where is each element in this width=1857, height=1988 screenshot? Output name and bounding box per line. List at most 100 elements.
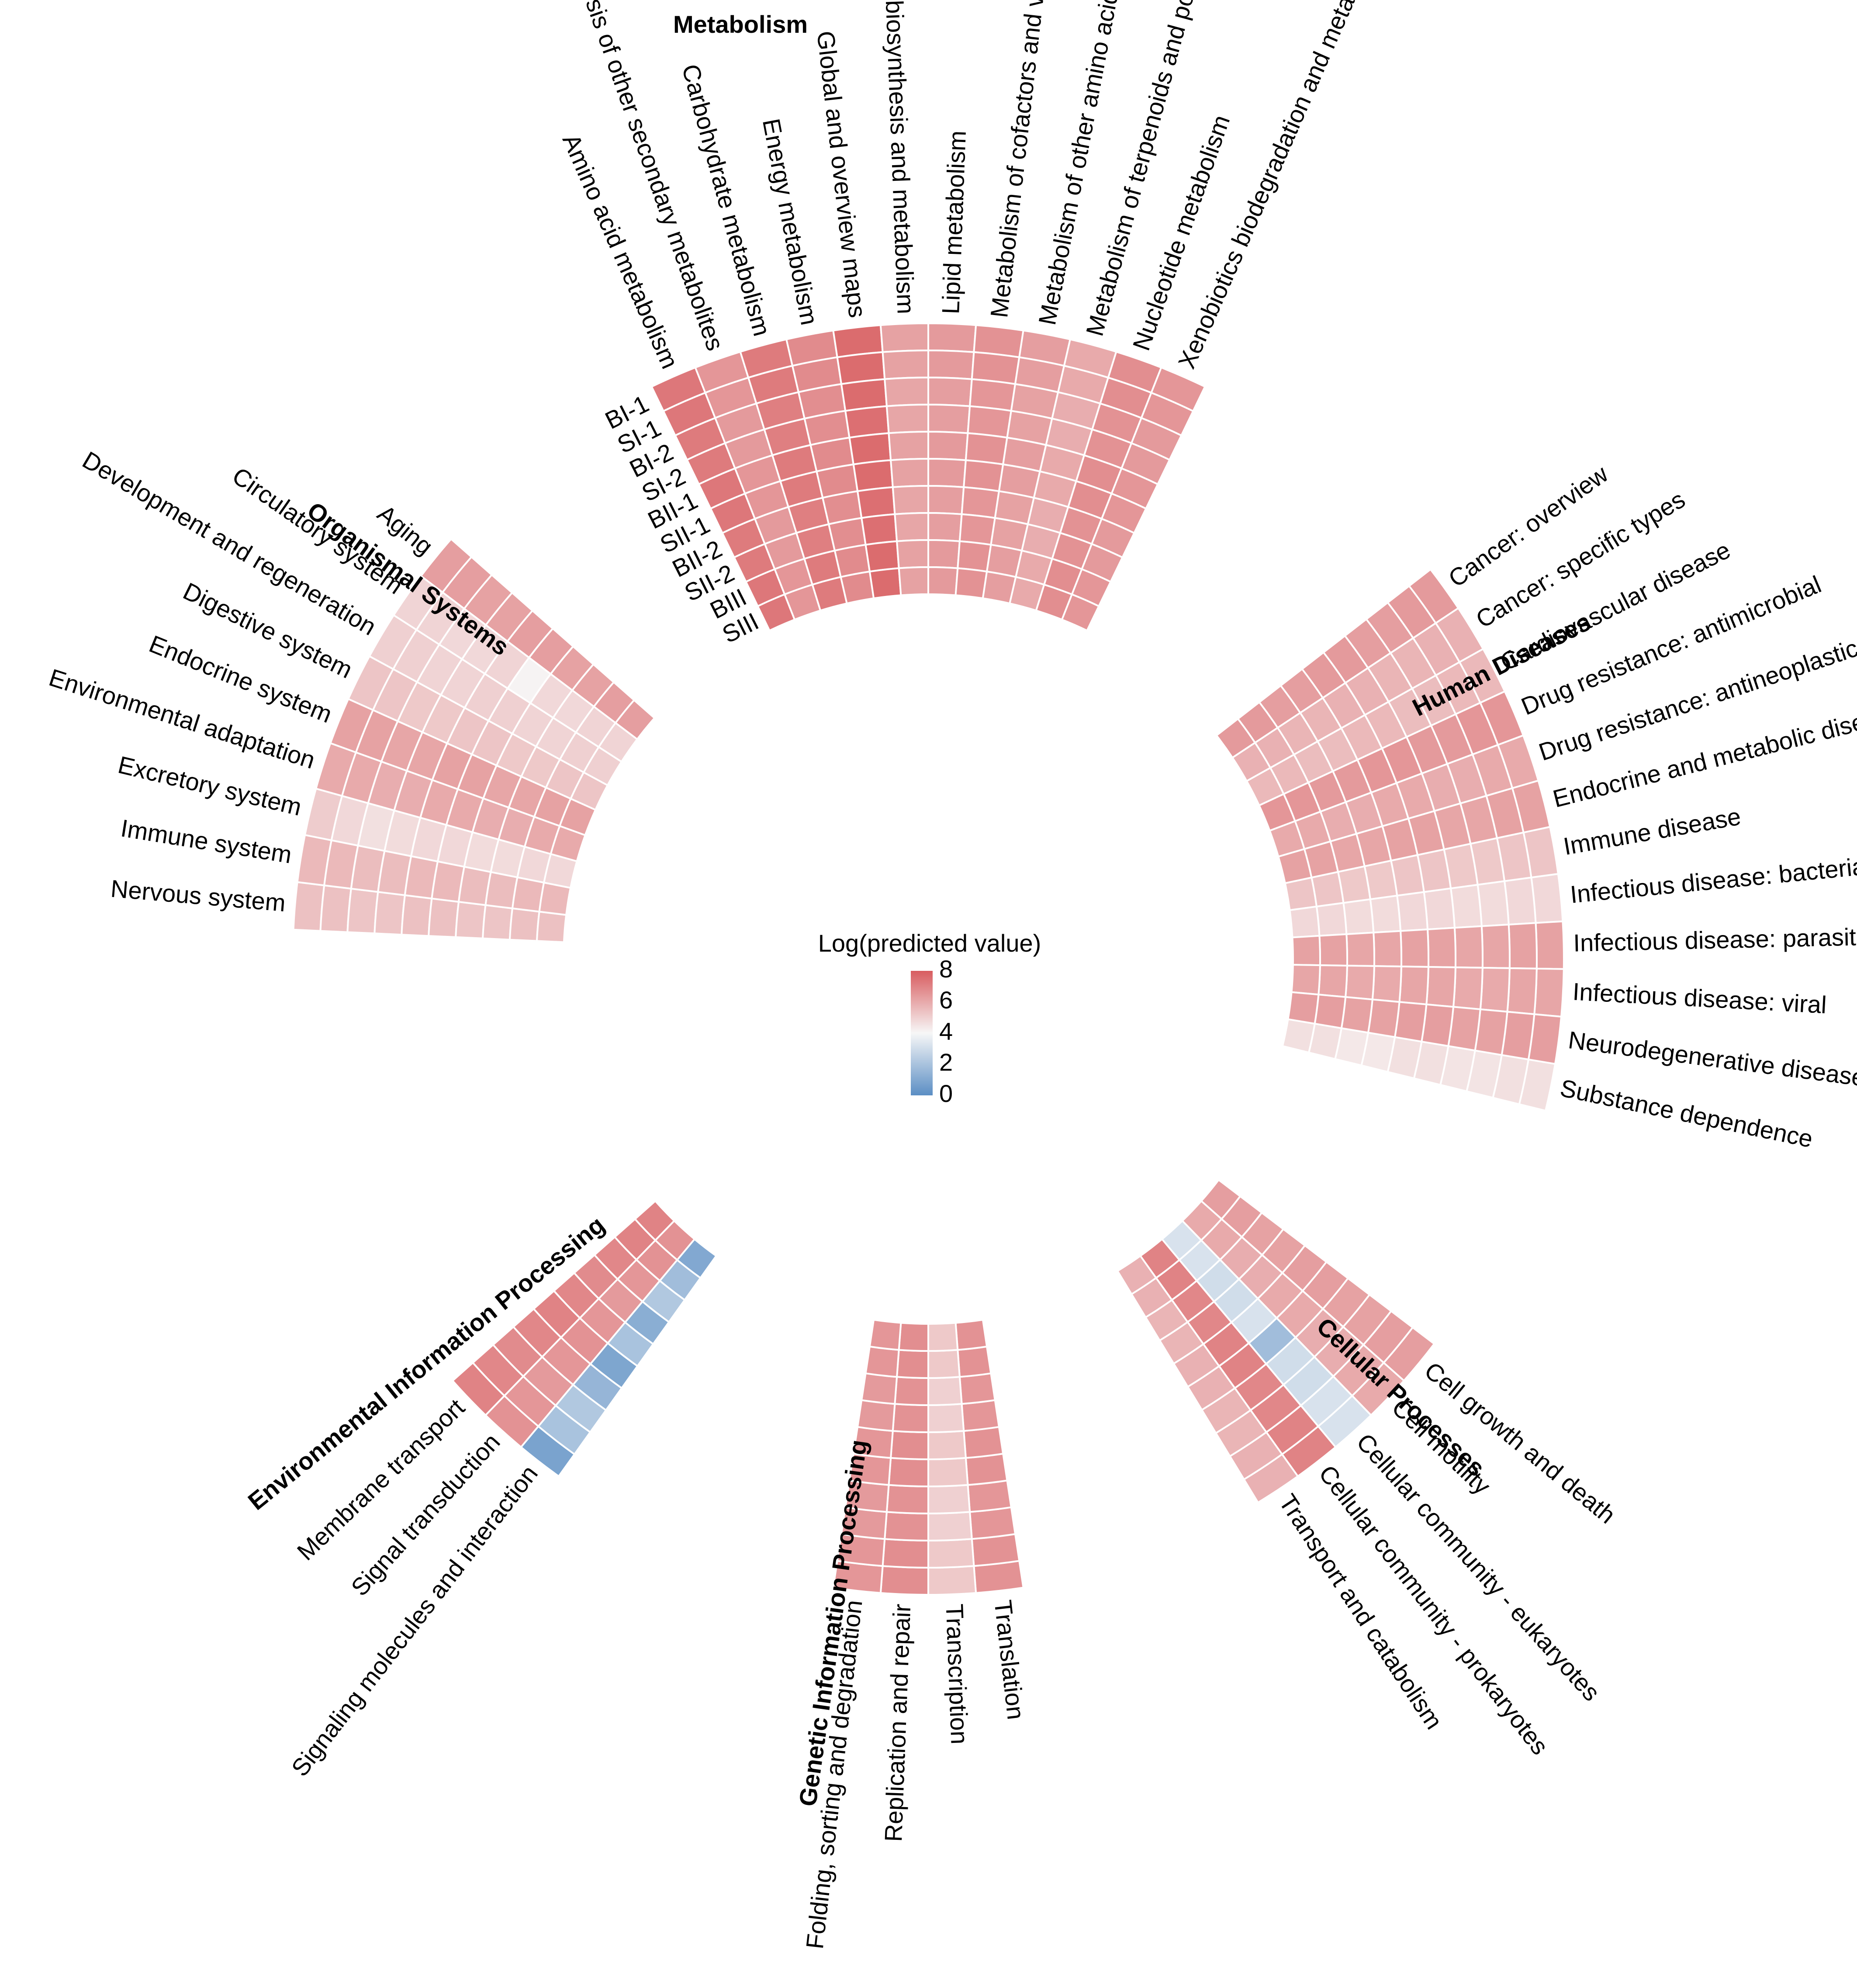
color-legend: Log(predicted value) 8 6 4 2 0 (818, 929, 1041, 1107)
heatmap-cell (428, 897, 460, 938)
heatmap-cell (455, 900, 487, 939)
heatmap-cell (1318, 964, 1348, 998)
heatmap-cell (1506, 967, 1538, 1015)
heatmap-cell (1340, 996, 1373, 1034)
heatmap-cell (879, 1565, 929, 1596)
heatmap-cell (1479, 966, 1511, 1013)
heatmap-cell (963, 459, 1004, 492)
heatmap-cell (856, 486, 896, 519)
heatmap-cell (927, 512, 963, 542)
heatmap-cell (1535, 920, 1565, 970)
heatmap-cell (401, 894, 433, 937)
heatmap-cell (927, 1430, 967, 1461)
heatmap-cell (482, 904, 514, 941)
heatmap-cell (1477, 880, 1510, 927)
heatmap-cell (1314, 994, 1347, 1029)
heatmap-cell (927, 566, 959, 596)
heatmap-cell (927, 1484, 971, 1515)
heatmap-cell (965, 432, 1008, 466)
category-label-glycan-biosynthesis-and-metabolism: Glycan biosynthesis and metabolism (878, 0, 920, 315)
legend-tick-label: 8 (939, 955, 953, 983)
category-label-infectious-disease-viral: Infectious disease: viral (1572, 977, 1827, 1018)
heatmap-cell (898, 566, 929, 596)
heatmap-cell (927, 430, 969, 461)
heatmap-cell (888, 1457, 929, 1488)
heatmap-cell (889, 1430, 929, 1461)
heatmap-cell (896, 1349, 929, 1379)
heatmap-cell (1318, 933, 1349, 967)
heatmap-cell (927, 457, 967, 488)
heatmap-cell (888, 430, 929, 461)
heatmap-cell (865, 540, 900, 573)
heatmap-cell (1367, 998, 1401, 1039)
heatmap-cell (1399, 928, 1430, 968)
heatmap-cell (882, 349, 929, 380)
heatmap-cell (1533, 967, 1565, 1018)
heatmap-cell (1452, 966, 1484, 1011)
heatmap-cell (892, 485, 929, 516)
heatmap-cell (965, 1452, 1008, 1486)
heatmap-cell (848, 432, 892, 466)
heatmap-cell (927, 349, 975, 380)
heatmap-cell (614, 699, 656, 741)
legend-title: Log(predicted value) (818, 929, 1041, 957)
heatmap-cell (319, 884, 353, 933)
heatmap-cell (1289, 905, 1321, 939)
legend-tick-label: 4 (939, 1017, 953, 1045)
category-label-infectious-disease-bacterial: Infectious disease: bacterial (1569, 852, 1857, 908)
heatmap-cell (852, 459, 894, 492)
heatmap-cell (1116, 1254, 1158, 1295)
heatmap-cell (927, 1538, 975, 1569)
heatmap-cell (927, 539, 961, 569)
heatmap-cell (879, 322, 929, 353)
heatmap-cell (1342, 898, 1375, 935)
category-label-replication-and-repair: Replication and repair (879, 1604, 916, 1843)
legend-tick-label: 0 (939, 1080, 953, 1107)
heatmap-cell (892, 1403, 929, 1434)
heatmap-cell (861, 513, 898, 546)
heatmap-cell (1371, 965, 1402, 1003)
heatmap-cell (963, 1426, 1004, 1459)
category-label-nervous-system: Nervous system (110, 875, 287, 917)
heatmap-cell (1315, 902, 1348, 937)
legend-ticks: 8 6 4 2 0 (933, 955, 953, 1107)
heatmap-cell (1373, 930, 1403, 968)
category-label-transcription: Transcription (941, 1604, 974, 1745)
heatmap-cell (868, 1319, 902, 1351)
heatmap-cell (861, 1372, 898, 1405)
heatmap-cells (292, 322, 1565, 1596)
category-label-immune-disease: Immune disease (1561, 802, 1743, 860)
heatmap-cell (927, 1457, 969, 1488)
heatmap-cell (1396, 891, 1429, 932)
heatmap-cell (1423, 887, 1456, 931)
heatmap-cell (1345, 932, 1376, 967)
heatmap-cell (1508, 922, 1538, 970)
category-label-translation: Translation (989, 1599, 1030, 1721)
heatmap-cell (373, 891, 406, 936)
heatmap-cell (958, 1372, 996, 1405)
heatmap-cell (633, 1199, 676, 1242)
category-label-infectious-disease-parasitic: Infectious disease: parasitic (1573, 923, 1857, 957)
heatmap-cell (894, 1376, 929, 1406)
heatmap-cell (884, 1511, 929, 1542)
heatmap-cell (954, 567, 988, 599)
heatmap-cell (954, 1319, 988, 1351)
legend-colorbar (911, 971, 933, 1095)
heatmap-cell (1369, 894, 1402, 934)
category-label-substance-dependence: Substance dependence (1558, 1074, 1815, 1153)
heatmap-cell (958, 513, 996, 546)
heatmap-cell (1284, 876, 1318, 911)
heatmap-cell (1281, 1018, 1316, 1054)
legend-tick-label: 6 (939, 986, 953, 1014)
heatmap-cell (840, 570, 875, 605)
category-label-lipid-metabolism: Lipid metabolism (937, 130, 971, 315)
heatmap-cell (961, 1399, 1000, 1432)
category-label-energy-metabolism: Energy metabolism (757, 116, 823, 327)
heatmap-cell (292, 881, 325, 932)
heatmap-cell (508, 907, 540, 942)
heatmap-cell (1503, 876, 1537, 926)
heatmap-cell (927, 1403, 965, 1434)
heatmap-cell (927, 1376, 963, 1406)
heatmap-cell (927, 1322, 959, 1352)
